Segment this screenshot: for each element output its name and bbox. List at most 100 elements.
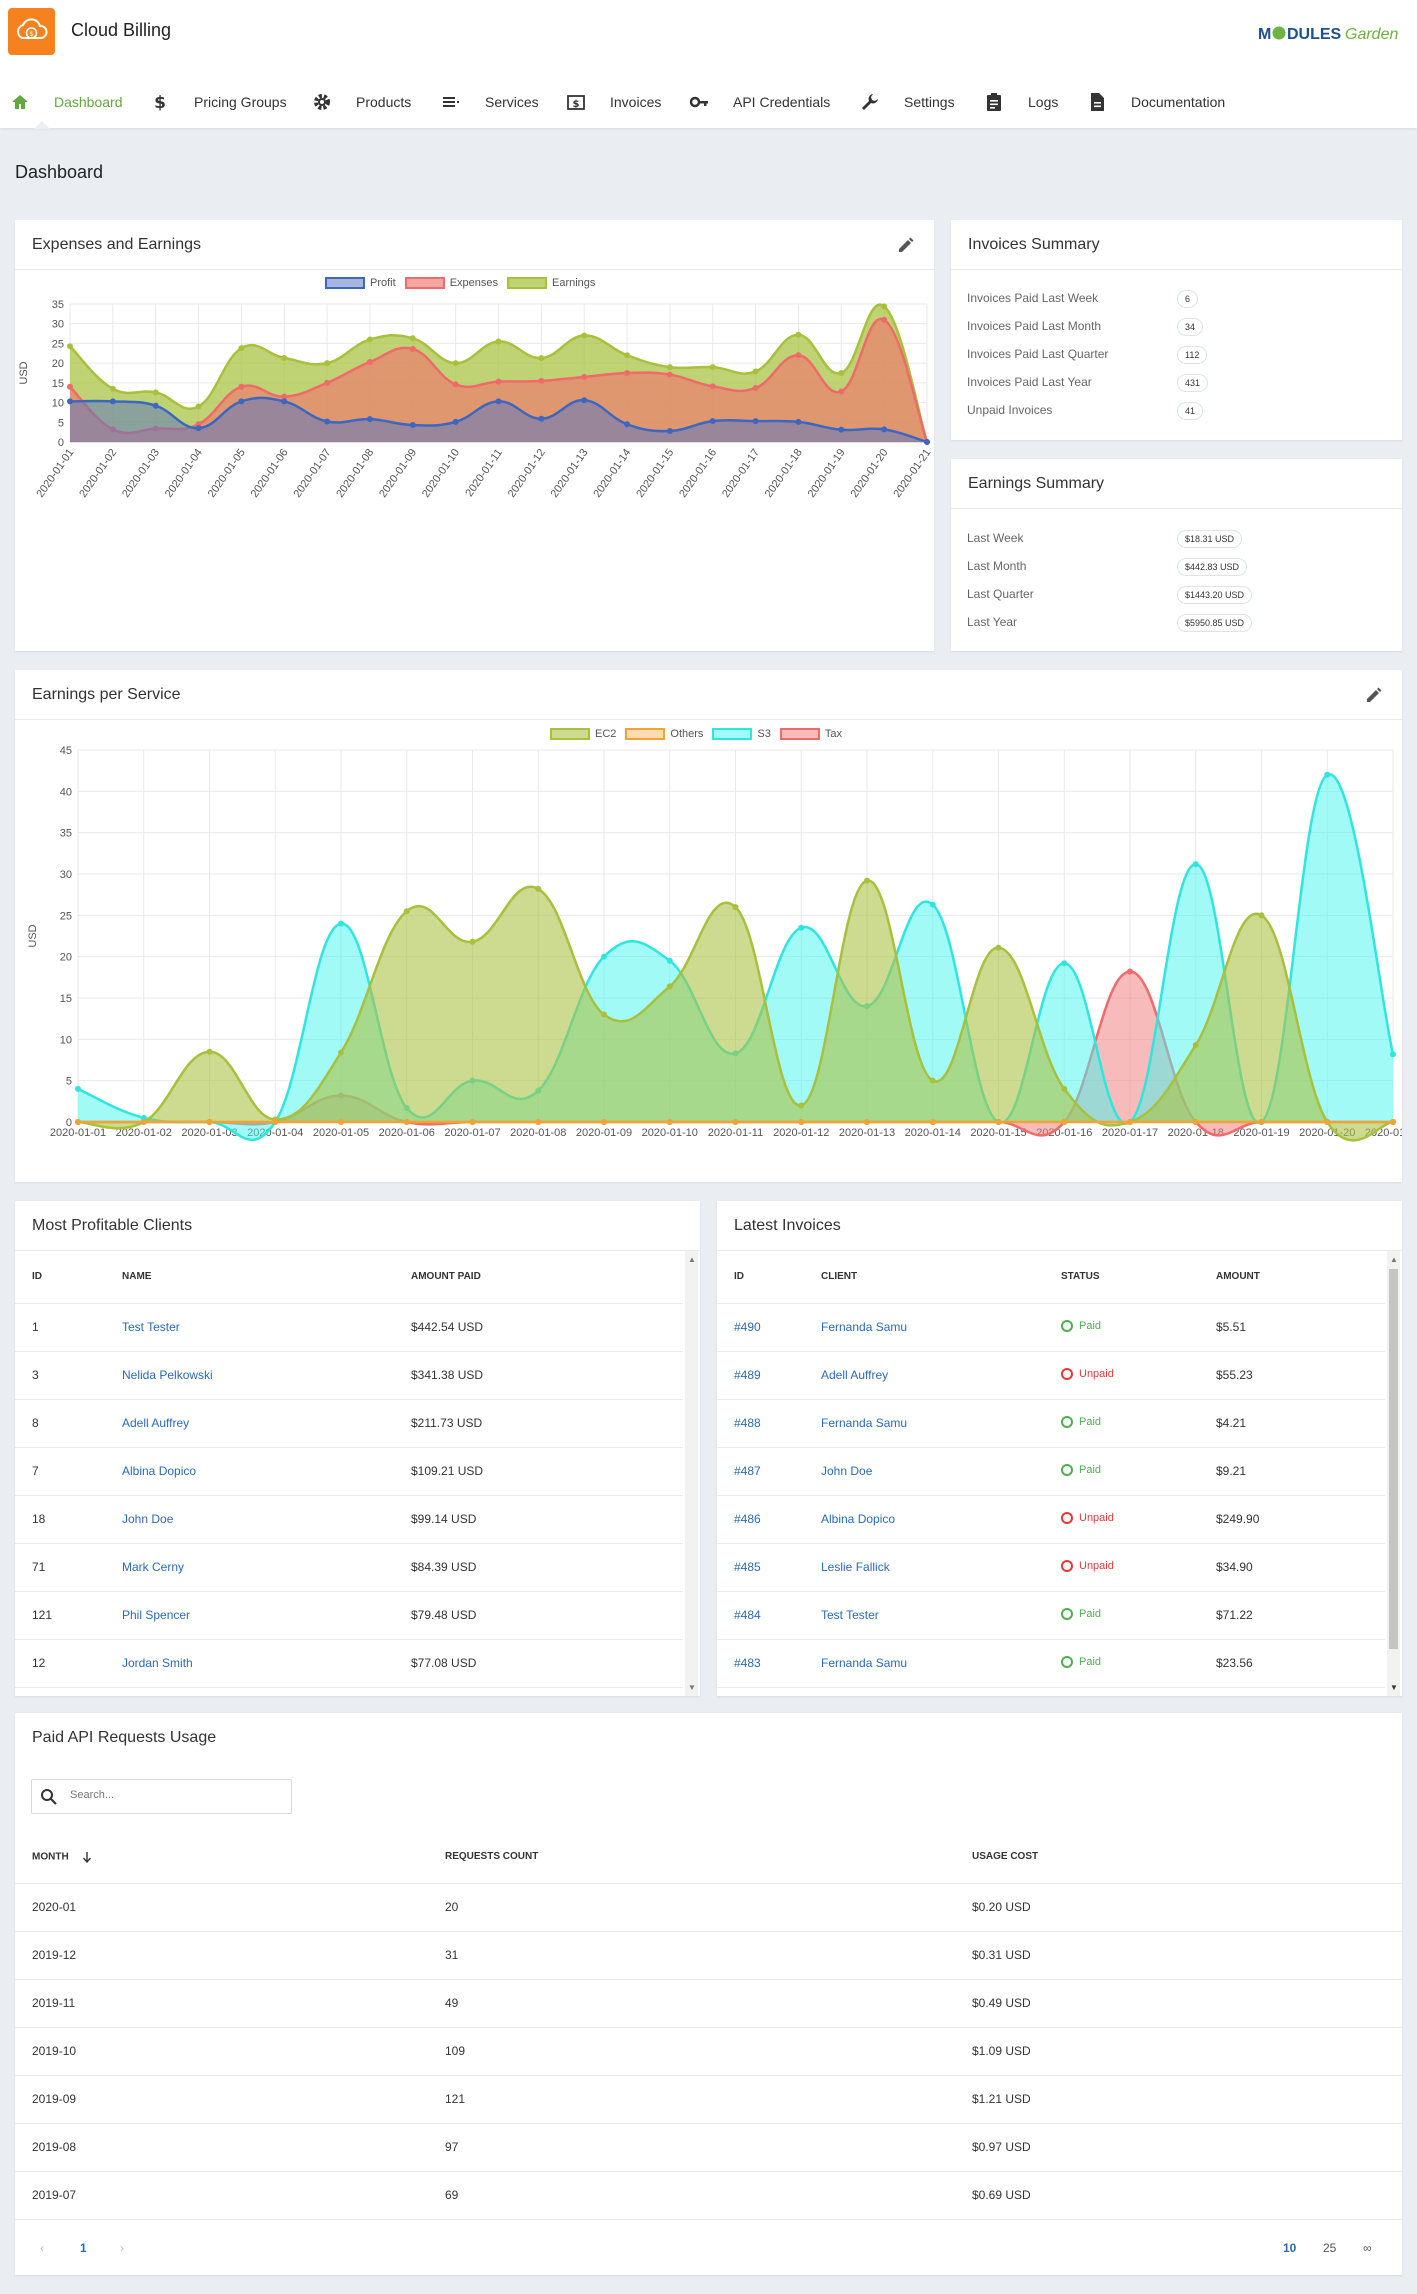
legend-item[interactable]: Earnings (507, 277, 595, 289)
legend-item[interactable]: Expenses (404, 277, 498, 289)
column-header[interactable]: STATUS (1061, 1251, 1216, 1304)
page-number[interactable]: 1 (80, 2241, 87, 2255)
cloud-billing-logo-icon[interactable]: $ (8, 8, 55, 55)
table-row: 2020-01 20 $0.20 USD (15, 1883, 1402, 1932)
data-point (838, 388, 845, 395)
clients-scrollbar[interactable]: ▲ ▼ (685, 1251, 698, 1696)
page-size-option[interactable]: 25 (1323, 2241, 1337, 2255)
client-name-link[interactable]: John Doe (122, 1495, 411, 1544)
data-point (67, 398, 73, 405)
data-point (1127, 968, 1133, 975)
nav-logs[interactable]: Logs (984, 75, 1058, 128)
nav-services[interactable]: Services (441, 75, 539, 128)
invoice-id-link[interactable]: #484 (717, 1591, 821, 1640)
y-tick-label: 30 (52, 319, 64, 331)
sort-arrow-down-icon[interactable] (81, 1851, 93, 1863)
client-name-link[interactable]: Leslie Fallick (821, 1543, 1061, 1592)
nav-documentation[interactable]: Documentation (1087, 75, 1225, 128)
prev-page-chevron-icon[interactable]: ‹ (40, 2241, 44, 2255)
legend-item[interactable]: S3 (712, 728, 771, 740)
scrollbar-thumb[interactable] (1389, 1269, 1398, 1649)
next-page-chevron-icon[interactable]: › (120, 2241, 124, 2255)
client-name-link[interactable]: Adell Auffrey (821, 1351, 1061, 1400)
x-tick-label: 2020-01-05 (313, 1127, 369, 1139)
client-id: 8 (15, 1399, 122, 1448)
nav-pricing-groups[interactable]: $ Pricing Groups (150, 75, 287, 128)
nav-products[interactable]: Products (312, 75, 411, 128)
client-name-link[interactable]: Albina Dopico (821, 1495, 1061, 1544)
column-header[interactable]: ID (15, 1251, 122, 1304)
legend-item[interactable]: Tax (779, 728, 842, 740)
client-name-link[interactable]: Fernanda Samu (821, 1303, 1061, 1352)
x-tick-label: 2020-01-08 (510, 1127, 566, 1139)
status-cell: Unpaid (1061, 1351, 1216, 1400)
column-header[interactable]: ID (717, 1251, 821, 1304)
column-header[interactable]: CLIENT (821, 1251, 1061, 1304)
client-name-link[interactable]: Phil Spencer (122, 1591, 411, 1640)
most-profitable-clients-card: Most Profitable Clients ID NAME AMOUNT P… (15, 1201, 700, 1696)
client-name-link[interactable]: John Doe (821, 1447, 1061, 1496)
modulesgarden-logo[interactable]: M DULES Garden (1258, 16, 1412, 48)
search-input[interactable] (70, 1789, 280, 1801)
table-row: #483 Fernanda Samu Paid $23.56 (717, 1639, 1385, 1688)
nav-invoices[interactable]: $ Invoices (566, 75, 661, 128)
column-header[interactable]: AMOUNT PAID (411, 1251, 683, 1304)
invoice-id-link[interactable]: #490 (717, 1303, 821, 1352)
nav-label: API Credentials (733, 93, 831, 110)
data-point (752, 368, 759, 375)
data-point (709, 383, 716, 390)
invoice-id-link[interactable]: #483 (717, 1639, 821, 1688)
page-size-option[interactable]: ∞ (1363, 2241, 1372, 2255)
column-header[interactable]: AMOUNT (1216, 1251, 1385, 1304)
nav-settings[interactable]: Settings (860, 75, 955, 128)
nav-api-credentials[interactable]: API Credentials (689, 75, 830, 128)
client-name-link[interactable]: Test Tester (821, 1591, 1061, 1640)
client-name-link[interactable]: Fernanda Samu (821, 1399, 1061, 1448)
edit-pencil-icon[interactable] (1364, 685, 1384, 705)
amount-paid: $79.48 USD (411, 1591, 683, 1640)
client-name-link[interactable]: Fernanda Samu (821, 1639, 1061, 1688)
table-row: 8 Adell Auffrey $211.73 USD (15, 1399, 683, 1448)
scroll-up-arrow-icon[interactable]: ▲ (688, 1255, 696, 1264)
page-size-option[interactable]: 10 (1283, 2241, 1297, 2255)
scroll-up-arrow-icon[interactable]: ▲ (1390, 1255, 1398, 1264)
data-point (666, 957, 673, 964)
search-icon (41, 1789, 57, 1805)
x-tick-label: 2020-01-13 (839, 1127, 895, 1139)
invoices-scrollbar[interactable]: ▲ ▼ (1387, 1251, 1400, 1696)
client-name-link[interactable]: Nelida Pelkowski (122, 1351, 411, 1400)
invoice-id-link[interactable]: #486 (717, 1495, 821, 1544)
client-name-link[interactable]: Mark Cerny (122, 1543, 411, 1592)
data-point (838, 370, 845, 376)
table-row: 18 John Doe $99.14 USD (15, 1495, 683, 1544)
legend-item[interactable]: EC2 (550, 728, 616, 740)
column-header[interactable]: REQUESTS COUNT (445, 1831, 972, 1884)
scroll-down-arrow-icon[interactable]: ▼ (1390, 1683, 1398, 1692)
client-name-link[interactable]: Adell Auffrey (122, 1399, 411, 1448)
x-tick-label: 2020-01-17 (1102, 1127, 1158, 1139)
search-field[interactable] (31, 1779, 292, 1814)
scroll-down-arrow-icon[interactable]: ▼ (688, 1683, 696, 1692)
invoice-id-link[interactable]: #487 (717, 1447, 821, 1496)
chart1-legend: Profit Expenses Earnings (325, 276, 604, 290)
status-circle-icon (1061, 1463, 1073, 1476)
invoice-id-link[interactable]: #489 (717, 1351, 821, 1400)
client-name-link[interactable]: Albina Dopico (122, 1447, 411, 1496)
invoice-id-link[interactable]: #485 (717, 1543, 821, 1592)
data-point (152, 389, 159, 396)
column-header[interactable]: NAME (122, 1251, 411, 1304)
summary-label: Unpaid Invoices (967, 403, 1053, 417)
x-tick-label: 2020-01-21 (891, 447, 933, 500)
edit-pencil-icon[interactable] (896, 235, 916, 255)
nav-dashboard[interactable]: Dashboard (10, 75, 123, 129)
legend-item[interactable]: Profit (325, 277, 396, 289)
client-name-link[interactable]: Jordan Smith (122, 1639, 411, 1688)
home-icon (10, 92, 30, 112)
column-header[interactable]: USAGE COST (972, 1831, 1402, 1884)
column-header-month[interactable]: MONTH (15, 1831, 445, 1884)
x-tick-label: 2020-01-14 (591, 447, 633, 500)
data-point (281, 398, 288, 405)
invoice-id-link[interactable]: #488 (717, 1399, 821, 1448)
client-name-link[interactable]: Test Tester (122, 1303, 411, 1352)
legend-item[interactable]: Others (625, 728, 703, 740)
